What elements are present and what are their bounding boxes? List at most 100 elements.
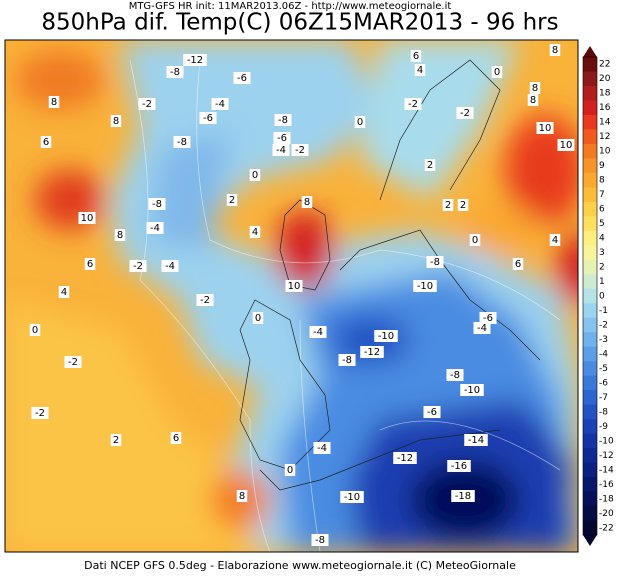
contour-label: -6: [203, 113, 213, 124]
label-box: [114, 229, 126, 241]
label-box: [211, 98, 229, 110]
contour-label: -2: [200, 295, 210, 306]
contour-label: 2: [460, 200, 466, 211]
label-box: [457, 199, 469, 211]
colorbar-label: 14: [599, 118, 611, 128]
colorbar-label: -1: [599, 306, 608, 316]
label-box: [512, 258, 524, 270]
colorbar-label: 20: [599, 74, 611, 84]
label-box: [196, 294, 214, 306]
contour-label: 0: [357, 117, 363, 128]
colorbar-swatch: [583, 375, 597, 391]
colorbar-label: -9: [599, 422, 608, 432]
colorbar-label: 1: [599, 277, 605, 287]
label-box: [447, 460, 471, 472]
contour-label: -6: [277, 133, 287, 144]
colorbar-label: -10: [599, 436, 614, 446]
colorbar-swatch: [583, 201, 597, 217]
contour-label: -8: [450, 370, 460, 381]
colorbar-label: 18: [599, 89, 611, 99]
contour-label: 2: [427, 160, 433, 171]
label-box: [491, 66, 503, 78]
label-box: [309, 326, 327, 338]
contour-label: -2: [35, 408, 45, 419]
label-box: [166, 66, 184, 78]
label-box: [456, 107, 474, 119]
colorbar-label: -16: [599, 480, 614, 490]
label-box: [410, 50, 422, 62]
colorbar-swatch: [583, 57, 597, 72]
label-box: [148, 198, 166, 210]
label-box: [301, 196, 313, 208]
label-box: [226, 194, 238, 206]
contour-label: -10: [344, 492, 360, 503]
colorbar-swatch: [583, 477, 597, 493]
contour-label: -2: [460, 108, 470, 119]
colorbar-swatch: [583, 114, 597, 130]
colorbar-label: -12: [599, 451, 614, 461]
label-box: [451, 490, 475, 502]
contour-label: -14: [468, 435, 484, 446]
contour-label: -8: [177, 137, 187, 148]
colorbar-label: 12: [599, 132, 610, 142]
label-box: [413, 280, 437, 292]
contour-label: 10: [539, 123, 552, 134]
label-box: [527, 94, 539, 106]
contour-label: -4: [317, 443, 327, 454]
subtitle: MTG-GFS HR init: 11MAR2013.06Z - http://…: [129, 1, 452, 12]
label-box: [354, 116, 366, 128]
contour-label: -6: [237, 73, 247, 84]
contour-label: 10: [560, 140, 573, 151]
colorbar-label: -8: [599, 407, 608, 417]
contour-label: 6: [87, 259, 93, 270]
colorbar-label: -5: [599, 364, 608, 374]
contour-label: 10: [288, 281, 301, 292]
contour-label: -2: [142, 99, 152, 110]
colorbar-swatch: [583, 245, 597, 261]
contour-label: -8: [430, 257, 440, 268]
label-box: [84, 258, 96, 270]
colorbar-swatch: [583, 187, 597, 203]
label-box: [393, 452, 417, 464]
contour-label: 8: [117, 230, 123, 241]
contour-label: -8: [170, 67, 180, 78]
title: 850hPa dif. Temp(C) 06Z15MAR2013 - 96 hr…: [41, 10, 558, 36]
contour-label: -8: [278, 115, 288, 126]
label-box: [404, 98, 422, 110]
colorbar-label: 9: [599, 161, 605, 171]
colorbar-swatch: [583, 158, 597, 174]
label-box: [313, 442, 331, 454]
footer: Dati NCEP GFS 0.5deg - Elaborazione www.…: [84, 559, 516, 572]
colorbar-swatch: [583, 303, 597, 319]
contour-label: -16: [451, 461, 467, 472]
contour-label: -10: [464, 385, 480, 396]
colorbar-label: 0: [599, 292, 605, 302]
contour-label: -6: [483, 313, 493, 324]
label-box: [464, 434, 488, 446]
label-box: [374, 330, 398, 342]
label-box: [311, 534, 329, 546]
label-box: [473, 322, 491, 334]
contour-label: -18: [455, 491, 471, 502]
label-box: [442, 199, 454, 211]
label-box: [536, 122, 554, 134]
contour-label: -4: [215, 99, 225, 110]
contour-label: -8: [315, 535, 325, 546]
label-box: [236, 490, 248, 502]
colorbar-swatch: [583, 274, 597, 290]
colorbar-label: -6: [599, 378, 608, 388]
label-box: [161, 260, 179, 272]
label-box: [199, 112, 217, 124]
label-box: [469, 234, 481, 246]
label-box: [183, 54, 207, 66]
label-box: [557, 139, 575, 151]
map-frame: [4, 39, 579, 553]
label-box: [360, 346, 384, 358]
contour-label: -4: [477, 323, 487, 334]
contour-label: 6: [413, 51, 419, 62]
label-box: [146, 222, 164, 234]
colorbar-label: 3: [599, 248, 605, 258]
label-box: [549, 44, 561, 56]
contour-label: 6: [43, 137, 49, 148]
